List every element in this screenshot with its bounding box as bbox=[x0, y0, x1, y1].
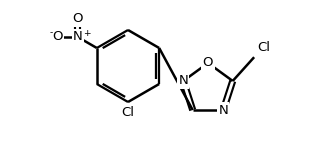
Text: N: N bbox=[218, 104, 228, 117]
Text: N: N bbox=[178, 74, 188, 87]
Text: Cl: Cl bbox=[257, 41, 270, 54]
Text: -: - bbox=[50, 28, 53, 38]
Text: O: O bbox=[52, 31, 63, 44]
Text: N: N bbox=[73, 31, 83, 44]
Text: Cl: Cl bbox=[121, 106, 135, 119]
Text: +: + bbox=[83, 28, 91, 38]
Text: O: O bbox=[203, 57, 213, 69]
Text: O: O bbox=[72, 13, 83, 26]
